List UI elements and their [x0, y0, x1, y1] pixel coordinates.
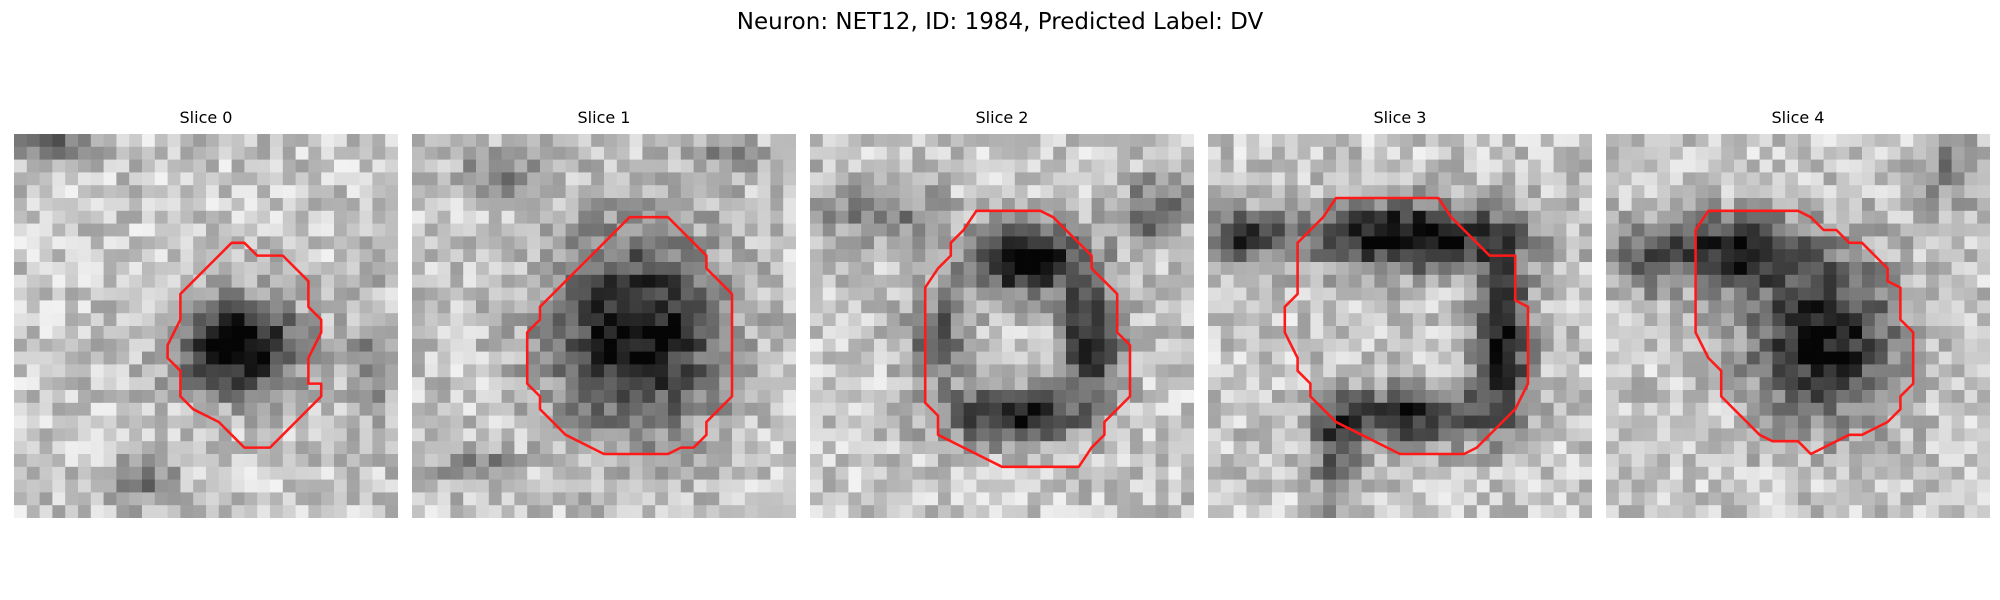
slice-image-0: [14, 134, 398, 518]
slice-pixels-0: [14, 134, 398, 518]
slice-pixels-4: [1606, 134, 1990, 518]
slice-title-1: Slice 1: [577, 108, 631, 127]
slice-pixels-2: [810, 134, 1194, 518]
roi-outline-0: [166, 241, 323, 449]
figure-title: Neuron: NET12, ID: 1984, Predicted Label…: [736, 9, 1264, 35]
slice-image-4: [1606, 134, 1990, 518]
slice-image-1: [412, 134, 796, 518]
roi-outline-2: [923, 209, 1132, 469]
slice-title-3: Slice 3: [1373, 108, 1427, 127]
slice-title-2: Slice 2: [975, 108, 1029, 127]
roi-outline-1: [525, 215, 734, 456]
slice-image-3: [1208, 134, 1592, 518]
slice-title-4: Slice 4: [1771, 108, 1825, 127]
slice-pixels-1: [412, 134, 796, 518]
slice-pixels-3: [1208, 134, 1592, 518]
slice-image-2: [810, 134, 1194, 518]
roi-outline-3: [1283, 196, 1530, 456]
slice-title-0: Slice 0: [179, 108, 233, 127]
roi-outline-4: [1694, 209, 1915, 456]
